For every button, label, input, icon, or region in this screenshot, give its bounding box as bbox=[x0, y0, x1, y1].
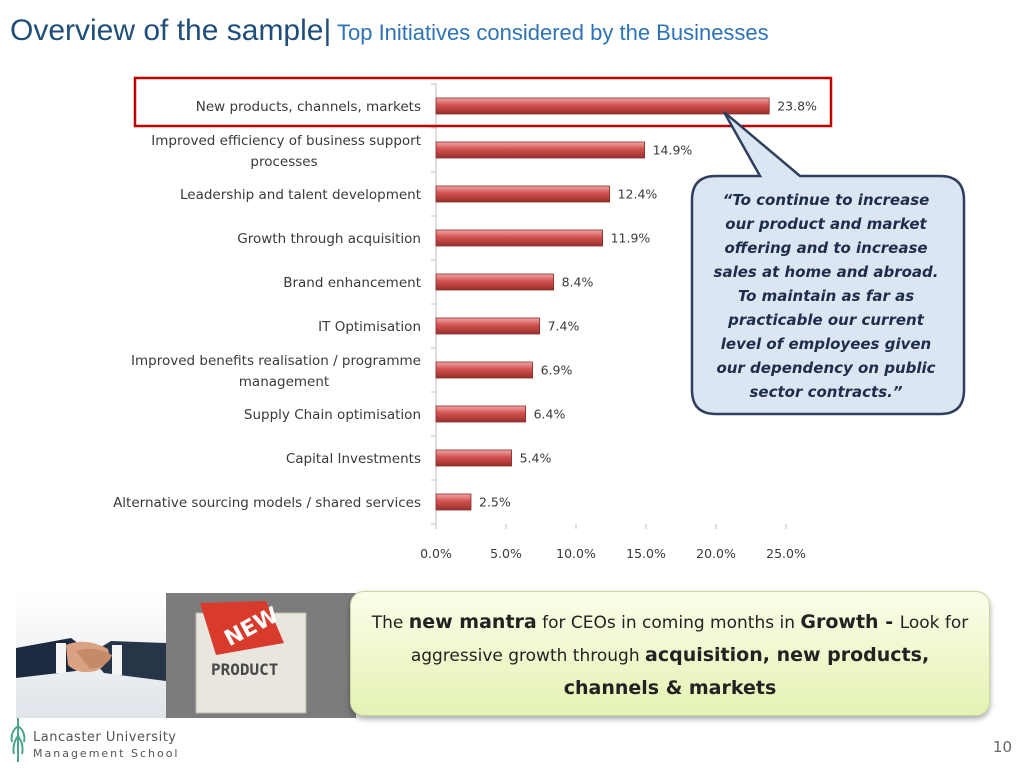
quote-line: “To continue to increase bbox=[722, 191, 930, 209]
bar bbox=[435, 185, 611, 203]
mantra-callout: The new mantra for CEOs in coming months… bbox=[350, 591, 990, 716]
quote-line: level of employees given bbox=[720, 335, 932, 353]
category-label: Brand enhancement bbox=[283, 275, 421, 291]
quote-line: sector contracts.” bbox=[749, 383, 903, 401]
handshake-photo bbox=[16, 593, 166, 718]
bar-value-label: 8.4% bbox=[562, 275, 594, 290]
slide-title-main: Overview of the sample| bbox=[10, 14, 332, 47]
bar-value-label: 7.4% bbox=[548, 319, 580, 334]
bar bbox=[435, 449, 512, 467]
bar bbox=[435, 273, 554, 291]
product-label: PRODUCT bbox=[211, 660, 278, 679]
mantra-emphasis: acquisition, new products, channels & ma… bbox=[563, 644, 930, 699]
quote-line: practicable our current bbox=[728, 311, 924, 329]
bar-value-label: 12.4% bbox=[618, 187, 658, 202]
bar bbox=[435, 229, 604, 247]
bar bbox=[435, 141, 646, 159]
logo-school-name: Management School bbox=[33, 747, 180, 760]
logo-university-name: Lancaster University bbox=[33, 730, 177, 745]
quote-text: “To continue to increase our product and… bbox=[692, 188, 960, 404]
highlight-box bbox=[133, 76, 833, 128]
lancaster-logo-icon bbox=[10, 718, 26, 762]
x-tick-label: 0.0% bbox=[420, 546, 452, 561]
bar bbox=[435, 493, 472, 511]
category-label: Improved efficiency of business support bbox=[151, 133, 421, 149]
quote-callout-bubble bbox=[690, 111, 966, 416]
bar bbox=[435, 97, 770, 115]
quote-line: our dependency on public bbox=[716, 359, 936, 377]
mantra-text: Look for aggressive growth through bbox=[410, 613, 969, 666]
category-label: IT Optimisation bbox=[318, 319, 421, 335]
x-tick-label: 20.0% bbox=[696, 546, 736, 561]
quote-line: To maintain as far as bbox=[737, 287, 915, 305]
category-label: Improved benefits realisation / programm… bbox=[131, 353, 421, 369]
category-label: Supply Chain optimisation bbox=[244, 407, 421, 423]
bar-value-label: 6.9% bbox=[541, 363, 573, 378]
new-product-photo: NEW PRODUCT bbox=[166, 593, 356, 718]
bar-chart: 0.0% 5.0% 10.0% 15.0% 20.0% 25.0% 23.8% New pro… bbox=[113, 76, 966, 561]
x-tick-label: 5.0% bbox=[490, 546, 522, 561]
category-label: New products, channels, markets bbox=[196, 99, 421, 115]
bar-value-label: 6.4% bbox=[534, 407, 566, 422]
category-label: Growth through acquisition bbox=[237, 231, 421, 247]
x-tick-label: 25.0% bbox=[766, 546, 806, 561]
slide-title: Overview of the sample| Top Initiatives … bbox=[10, 14, 769, 48]
quote-line: our product and market bbox=[725, 215, 927, 233]
x-tick-label: 15.0% bbox=[626, 546, 666, 561]
mantra-text: for CEOs in coming months in bbox=[536, 613, 801, 633]
bar bbox=[435, 361, 533, 379]
bar-value-label: 11.9% bbox=[611, 231, 651, 246]
bar-value-label: 5.4% bbox=[520, 451, 552, 466]
bar bbox=[435, 405, 526, 423]
mantra-emphasis: Growth - bbox=[800, 611, 900, 633]
bar bbox=[435, 317, 540, 335]
category-label: processes bbox=[250, 154, 317, 170]
bar-value-label: 14.9% bbox=[653, 143, 693, 158]
page-number: 10 bbox=[992, 738, 1012, 756]
category-label: Alternative sourcing models / shared ser… bbox=[113, 495, 421, 511]
quote-line: offering and to increase bbox=[724, 239, 928, 257]
quote-line: sales at home and abroad. bbox=[713, 263, 939, 281]
category-label: management bbox=[239, 374, 329, 390]
slide-title-sub: Top Initiatives considered by the Busine… bbox=[331, 20, 769, 45]
category-label: Leadership and talent development bbox=[180, 187, 421, 203]
bar-value-label: 2.5% bbox=[479, 495, 511, 510]
mantra-text: The bbox=[371, 613, 409, 633]
x-tick-label: 10.0% bbox=[556, 546, 596, 561]
mantra-emphasis: new mantra bbox=[408, 611, 537, 633]
bar-value-label: 23.8% bbox=[777, 99, 817, 114]
category-label: Capital Investments bbox=[286, 451, 421, 467]
